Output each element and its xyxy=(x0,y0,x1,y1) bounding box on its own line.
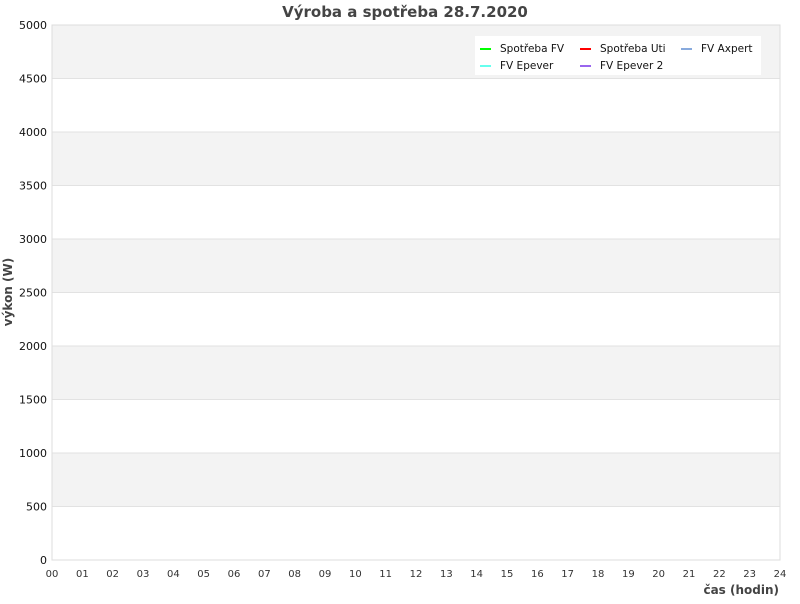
y-tick-label: 500 xyxy=(26,501,47,514)
x-tick-label: 15 xyxy=(501,569,514,580)
x-tick-label: 20 xyxy=(652,569,665,580)
x-tick-label: 04 xyxy=(167,569,180,580)
x-tick-label: 00 xyxy=(46,569,59,580)
x-tick-label: 19 xyxy=(622,569,635,580)
x-tick-label: 12 xyxy=(410,569,423,580)
plot-band xyxy=(52,292,780,346)
plot-band xyxy=(52,78,780,132)
legend: Spotřeba FV Spotřeba Uti FV Axpert FV Epeve… xyxy=(475,36,761,75)
y-tick-label: 3500 xyxy=(19,180,47,193)
legend-box xyxy=(475,36,761,75)
plot-band xyxy=(52,506,780,560)
y-tick-label: 4500 xyxy=(19,73,47,86)
x-tick-label: 08 xyxy=(288,569,301,580)
x-tick-label: 03 xyxy=(137,569,150,580)
y-tick-label: 1500 xyxy=(19,394,47,407)
y-axis-label: výkon (W) xyxy=(1,258,15,326)
y-tick-label: 3000 xyxy=(19,233,47,246)
x-tick-label: 22 xyxy=(713,569,726,580)
plot-band xyxy=(52,453,780,507)
x-tick-label: 17 xyxy=(561,569,574,580)
x-tick-label: 24 xyxy=(774,569,787,580)
legend-label: Spotřeba Uti xyxy=(600,43,666,55)
x-tick-label: 07 xyxy=(258,569,271,580)
x-tick-label: 06 xyxy=(228,569,241,580)
y-tick-label: 2500 xyxy=(19,287,47,300)
plot-border xyxy=(51,24,781,561)
x-tick-label: 01 xyxy=(76,569,89,580)
y-axis-ticks: 0 500 1000 1500 2000 2500 3000 3500 4000 4500 5000 xyxy=(19,19,47,567)
x-tick-label: 23 xyxy=(743,569,756,580)
chart-title: Výroba a spotřeba 28.7.2020 xyxy=(282,3,528,21)
x-tick-label: 21 xyxy=(683,569,696,580)
x-tick-label: 16 xyxy=(531,569,544,580)
y-tick-label: 0 xyxy=(40,554,47,567)
plot-band xyxy=(52,132,780,186)
legend-label: Spotřeba FV xyxy=(500,43,565,55)
plot-band xyxy=(52,185,780,239)
plot-band xyxy=(52,346,780,400)
y-tick-label: 1000 xyxy=(19,447,47,460)
x-tick-label: 18 xyxy=(592,569,605,580)
x-tick-label: 02 xyxy=(106,569,119,580)
x-tick-label: 05 xyxy=(197,569,210,580)
x-tick-label: 14 xyxy=(470,569,483,580)
legend-label: FV Epever 2 xyxy=(600,60,663,72)
plot-band xyxy=(52,399,780,453)
x-axis-label: čas (hodin) xyxy=(703,583,779,597)
y-tick-label: 2000 xyxy=(19,340,47,353)
y-tick-label: 4000 xyxy=(19,126,47,139)
plot-bands xyxy=(52,25,780,560)
x-tick-label: 10 xyxy=(349,569,362,580)
x-tick-label: 09 xyxy=(319,569,332,580)
legend-label: FV Epever xyxy=(500,60,554,72)
plot-band xyxy=(52,239,780,293)
x-tick-label: 13 xyxy=(440,569,453,580)
legend-label: FV Axpert xyxy=(701,43,753,55)
y-tick-label: 5000 xyxy=(19,19,47,32)
x-tick-label: 11 xyxy=(379,569,392,580)
x-axis-ticks: 00 01 02 03 04 05 06 07 08 09 10 11 12 13 14 15 16 17 18 19… xyxy=(46,569,787,580)
